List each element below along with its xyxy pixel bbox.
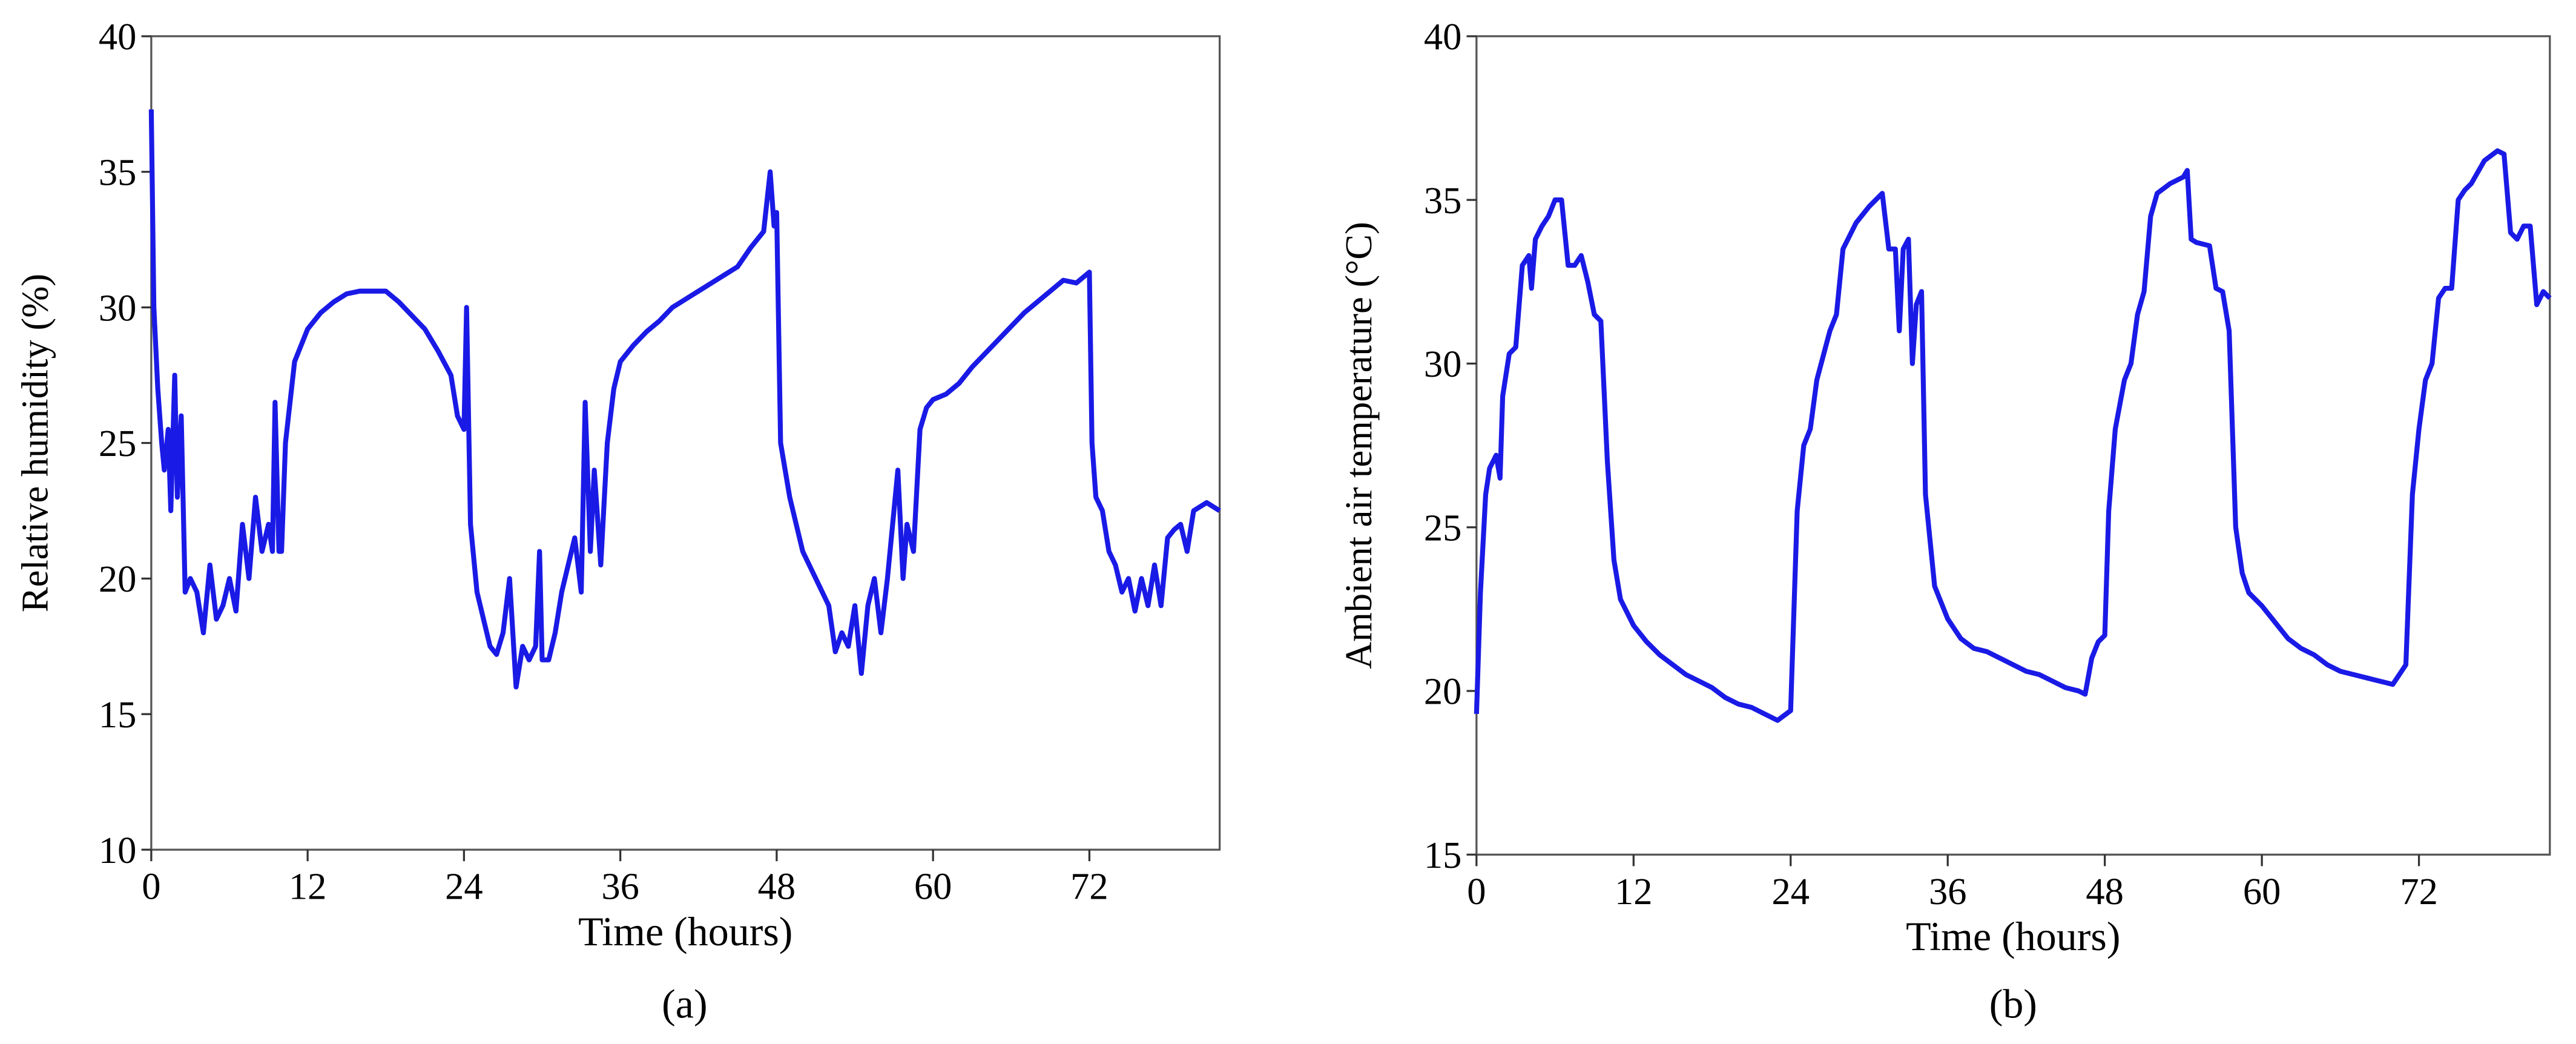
- y-tick-label: 15: [1424, 834, 1462, 876]
- data-line: [148, 109, 1221, 690]
- x-tick-label: 48: [2086, 870, 2124, 913]
- x-axis-title: Time (hours): [1906, 913, 2120, 959]
- y-tick-label: 10: [99, 829, 137, 871]
- y-tick-label: 35: [1424, 179, 1462, 222]
- y-tick-label: 40: [1424, 16, 1462, 58]
- x-tick-label: 0: [1467, 870, 1486, 913]
- data-line: [1474, 148, 2552, 723]
- y-tick-label: 30: [99, 286, 137, 329]
- y-tick-label: 25: [99, 422, 137, 464]
- y-tick-label: 20: [99, 558, 137, 600]
- x-tick-label: 24: [445, 865, 483, 908]
- x-tick-label: 12: [1615, 870, 1653, 913]
- x-tick-label: 72: [2400, 870, 2438, 913]
- x-tick-label: 0: [142, 865, 160, 908]
- y-tick-label: 25: [1424, 506, 1462, 549]
- y-axis-title: Relative humidity (%): [14, 274, 56, 612]
- y-tick-label: 35: [99, 151, 137, 193]
- x-tick-label: 72: [1070, 865, 1108, 908]
- x-axis-title: Time (hours): [578, 908, 792, 954]
- panel-label: (b): [1989, 980, 2037, 1026]
- plot-frame: [1475, 35, 2551, 856]
- panel-label: (a): [662, 980, 707, 1026]
- y-tick-label: 15: [99, 693, 137, 736]
- y-tick-label: 40: [99, 16, 137, 58]
- x-tick-label: 36: [601, 865, 639, 908]
- x-tick-label: 36: [1929, 870, 1967, 913]
- x-tick-label: 24: [1771, 870, 1810, 913]
- y-axis-title: Ambient air temperature (°C): [1337, 222, 1380, 669]
- x-tick-label: 60: [2243, 870, 2281, 913]
- x-tick-label: 48: [758, 865, 796, 908]
- x-tick-label: 12: [289, 865, 327, 908]
- plot-frame: [150, 35, 1221, 851]
- y-tick-label: 30: [1424, 343, 1462, 385]
- x-tick-label: 60: [914, 865, 952, 908]
- y-tick-label: 20: [1424, 670, 1462, 713]
